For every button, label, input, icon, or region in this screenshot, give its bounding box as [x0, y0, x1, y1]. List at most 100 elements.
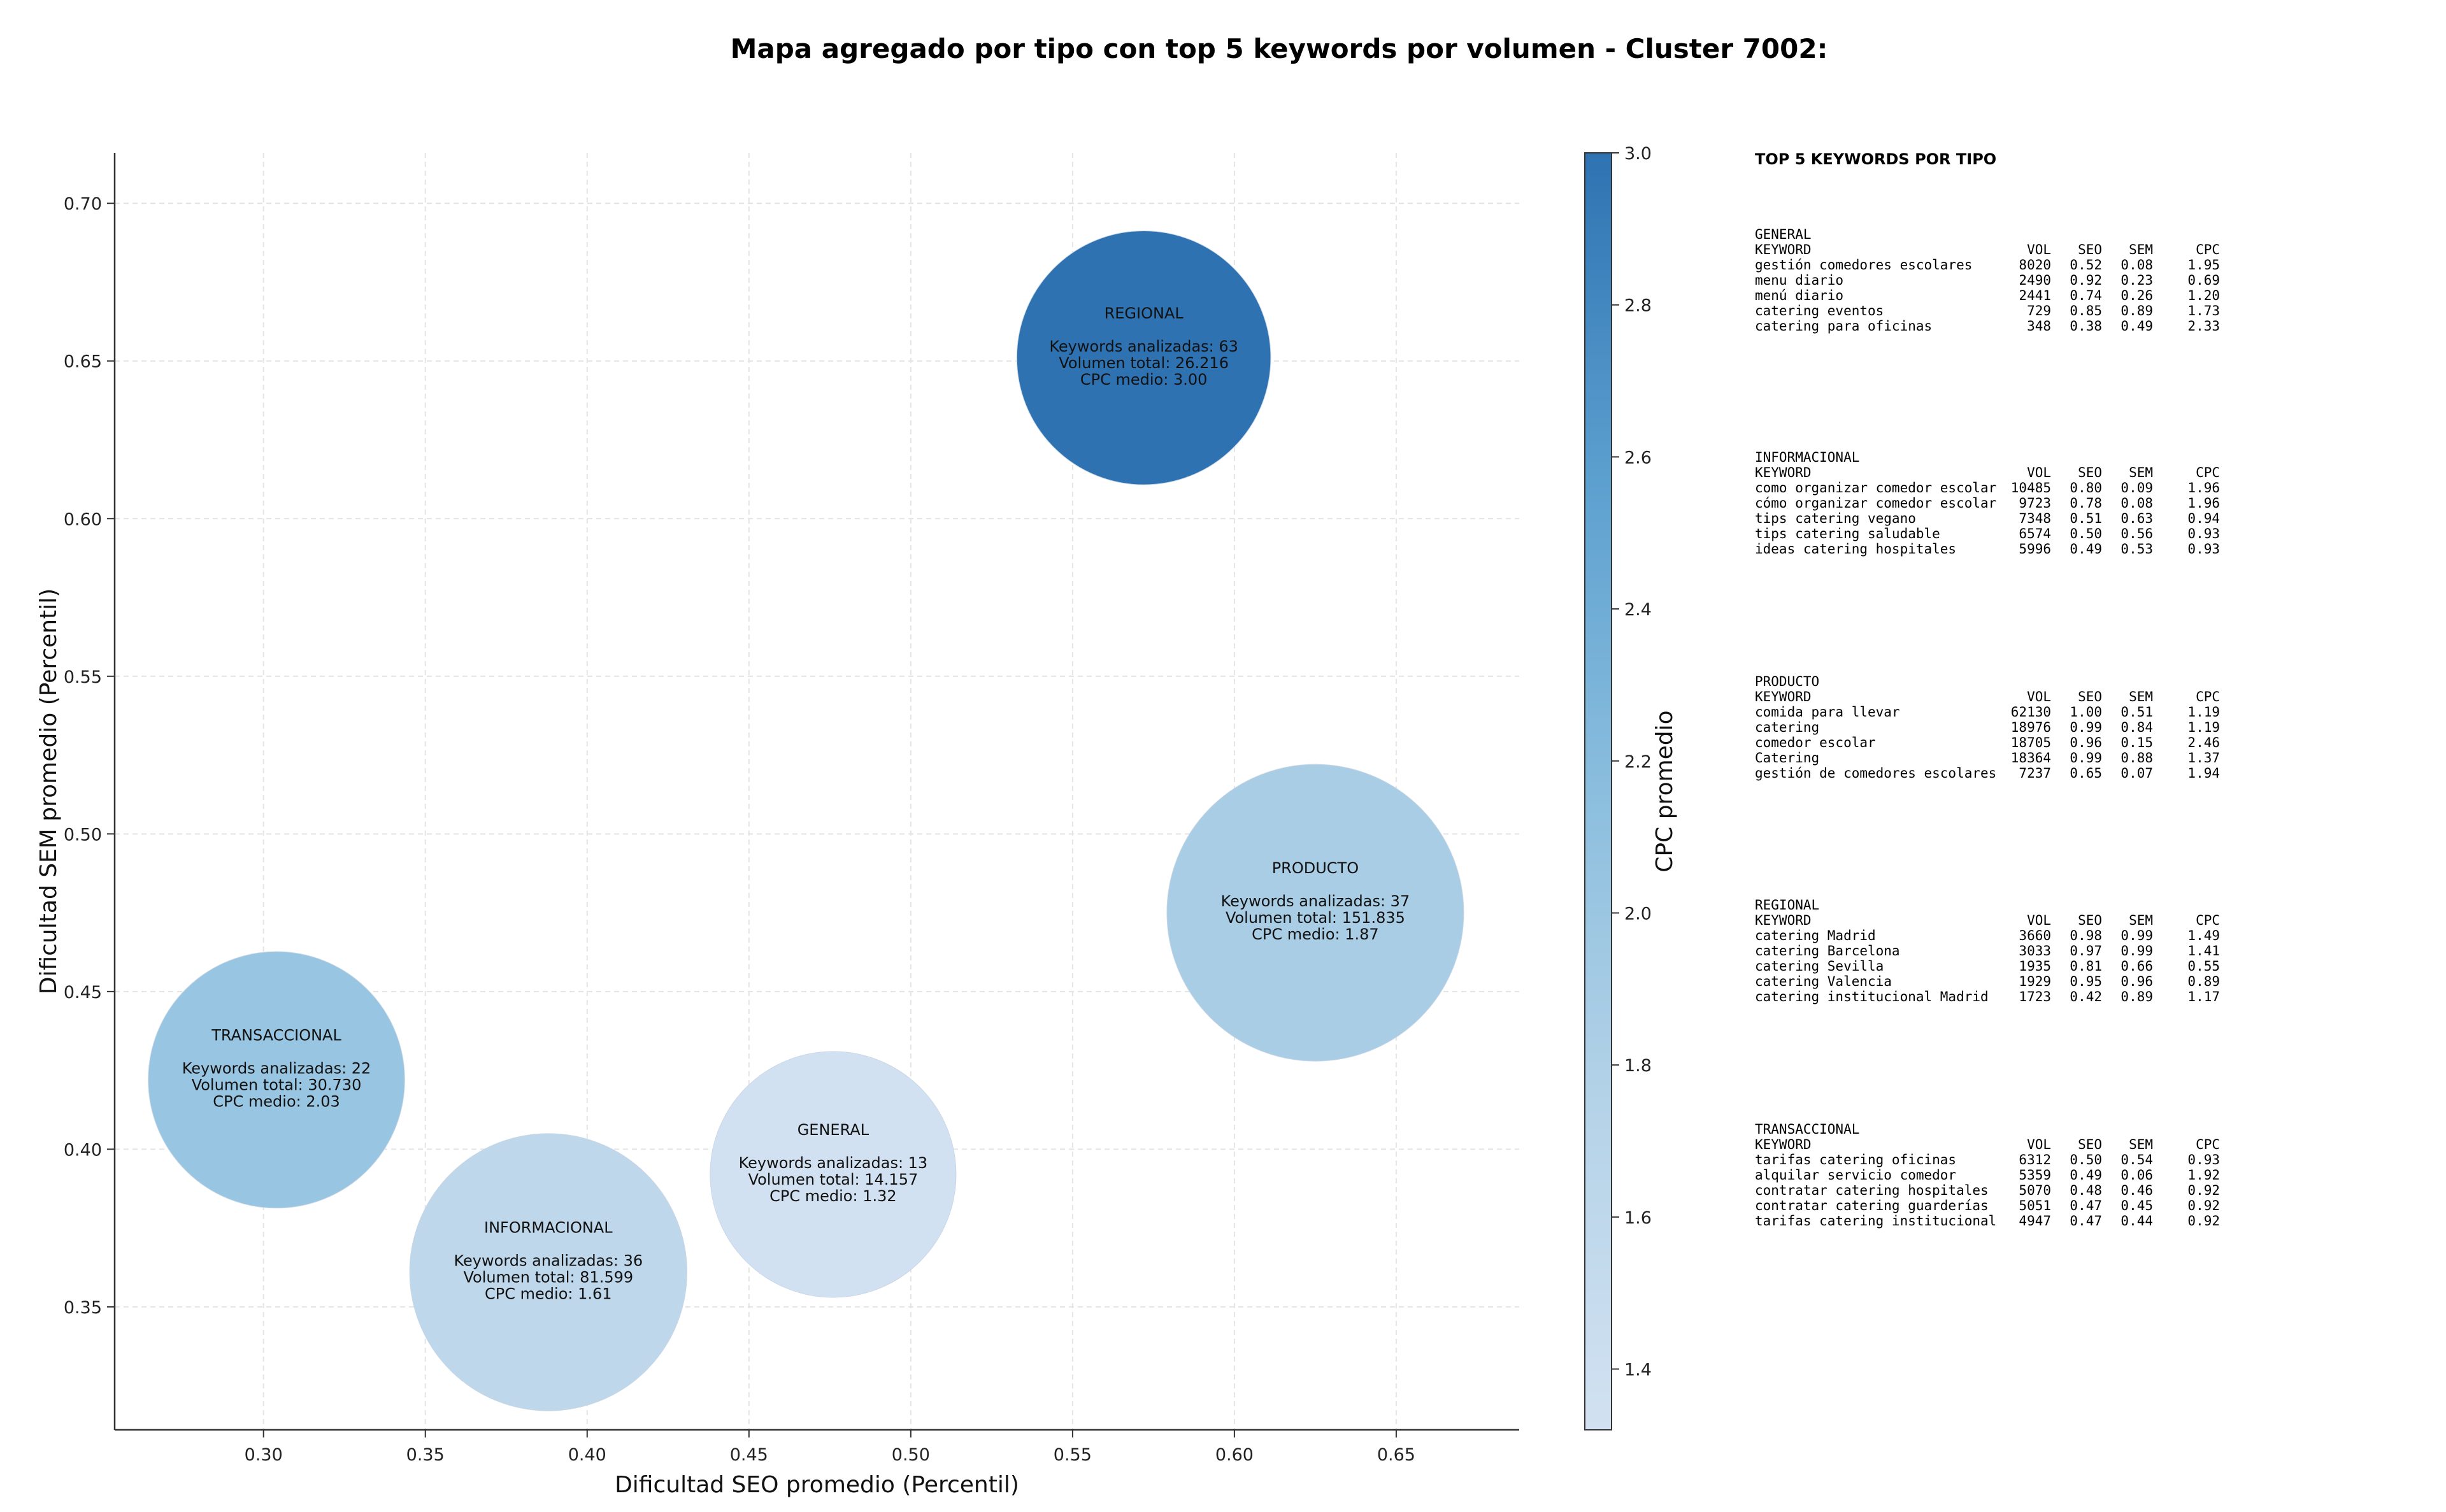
- bubble-informacional: INFORMACIONAL Keywords analizadas: 36Volu…: [409, 1133, 687, 1411]
- table-cell: alquilar servicio comedor: [1755, 1167, 1957, 1183]
- column-header: CPC: [2196, 689, 2220, 704]
- table-cell: gestión comedores escolares: [1755, 257, 1973, 273]
- table-cell: 18705: [2010, 735, 2051, 750]
- y-tick-label: 0.35: [64, 1298, 102, 1318]
- table-cell: 1.73: [2187, 303, 2220, 318]
- table-cell: 1.96: [2187, 496, 2220, 511]
- bubble-label: Keywords analizadas: 22: [182, 1059, 371, 1077]
- table-cell: 1.92: [2187, 1167, 2220, 1183]
- bubble-circle: [1016, 230, 1271, 485]
- keyword-block-general: GENERAL KEYWORD VOL SEO SEM CPC gestión comedo…: [1755, 227, 2220, 334]
- colorbar-tick-label: 1.8: [1624, 1056, 1652, 1076]
- table-cell: 0.78: [2070, 496, 2102, 511]
- table-cell: 1.20: [2187, 288, 2220, 303]
- column-header: SEM: [2129, 1137, 2153, 1152]
- table-cell: 0.26: [2121, 288, 2153, 303]
- table-cell: 0.92: [2187, 1213, 2220, 1229]
- bubble-label: PRODUCTO: [1272, 859, 1359, 877]
- table-row: catering eventos 729 0.85 0.89 1.73: [1755, 303, 2220, 318]
- bubble-circle: [710, 1051, 957, 1298]
- table-cell: 0.15: [2121, 735, 2153, 750]
- table-cell: 1929: [2019, 974, 2051, 989]
- table-row: catering para oficinas 348 0.38 0.49 2.33: [1755, 318, 2220, 334]
- table-header-row: KEYWORD VOL SEO SEM CPC: [1755, 689, 2220, 704]
- table-cell: 6574: [2019, 526, 2051, 541]
- bubble-label: Keywords analizadas: 13: [739, 1154, 928, 1172]
- table-row: contratar catering hospitales 5070 0.48 0.4…: [1755, 1183, 2220, 1198]
- table-cell: catering Madrid: [1755, 928, 1876, 943]
- bubble-circle: [1166, 764, 1464, 1062]
- table-cell: contratar catering guarderías: [1755, 1198, 1989, 1213]
- table-cell: 6312: [2019, 1152, 2051, 1167]
- table-cell: 1.19: [2187, 704, 2220, 720]
- x-axis-label: Dificultad SEO promedio (Percentil): [615, 1472, 1019, 1498]
- table-cell: 0.81: [2070, 959, 2102, 974]
- table-cell: 0.49: [2121, 318, 2153, 334]
- table-cell: 10485: [2010, 480, 2051, 496]
- table-cell: 0.48: [2070, 1183, 2102, 1198]
- table-cell: catering para oficinas: [1755, 318, 1933, 334]
- keyword-table: KEYWORD VOL SEO SEM CPC catering Madrid 3660 0.…: [1755, 913, 2220, 1004]
- table-cell: 0.92: [2070, 273, 2102, 288]
- x-tick-label: 0.40: [568, 1445, 606, 1465]
- table-cell: 0.54: [2121, 1152, 2153, 1167]
- table-cell: 0.65: [2070, 766, 2102, 781]
- table-cell: tips catering vegano: [1755, 511, 1916, 526]
- table-row: comida para llevar 62130 1.00 0.51 1.19: [1755, 704, 2220, 720]
- table-cell: cómo organizar comedor escolar: [1755, 496, 1997, 511]
- table-cell: 2441: [2019, 288, 2051, 303]
- table-row: gestión comedores escolares 8020 0.52 0.08 1…: [1755, 257, 2220, 273]
- column-header: CPC: [2196, 913, 2220, 928]
- bubble-label: GENERAL: [797, 1121, 869, 1139]
- table-cell: 0.99: [2070, 720, 2102, 735]
- table-cell: contratar catering hospitales: [1755, 1183, 1989, 1198]
- table-header-row: KEYWORD VOL SEO SEM CPC: [1755, 1137, 2220, 1152]
- bubble-label: Volumen total: 26.216: [1059, 354, 1229, 372]
- table-cell: 0.63: [2121, 511, 2153, 526]
- column-header: VOL: [2027, 1137, 2051, 1152]
- table-cell: 5359: [2019, 1167, 2051, 1183]
- table-cell: 0.45: [2121, 1198, 2153, 1213]
- table-cell: 0.74: [2070, 288, 2102, 303]
- bubble-circle: [148, 951, 405, 1209]
- table-row: catering Madrid 3660 0.98 0.99 1.49: [1755, 928, 2220, 943]
- table-row: tarifas catering oficinas 6312 0.50 0.54 0.9…: [1755, 1152, 2220, 1167]
- table-cell: 0.99: [2121, 928, 2153, 943]
- colorbar-label: CPC promedio: [1652, 710, 1678, 872]
- table-cell: 0.47: [2070, 1213, 2102, 1229]
- table-cell: 0.95: [2070, 974, 2102, 989]
- column-header: SEO: [2078, 913, 2102, 928]
- bubble-label: REGIONAL: [1105, 304, 1184, 322]
- table-cell: 62130: [2010, 704, 2051, 720]
- table-cell: comedor escolar: [1755, 735, 1876, 750]
- table-cell: 0.89: [2121, 303, 2153, 318]
- table-cell: catering Barcelona: [1755, 943, 1900, 959]
- table-cell: catering eventos: [1755, 303, 1884, 318]
- keyword-block-regional: REGIONAL KEYWORD VOL SEO SEM CPC catering Madr…: [1755, 897, 2220, 1004]
- table-row: catering institucional Madrid 1723 0.42 0.8…: [1755, 989, 2220, 1004]
- bubble-label: Volumen total: 30.730: [192, 1076, 362, 1094]
- keyword-table: KEYWORD VOL SEO SEM CPC comida para llevar 621…: [1755, 689, 2220, 781]
- colorbar-gradient: [1584, 152, 1612, 1430]
- bubble-circle: [409, 1133, 687, 1411]
- table-cell: 0.47: [2070, 1198, 2102, 1213]
- table-cell: 0.94: [2187, 511, 2220, 526]
- bubble-label: Volumen total: 151.835: [1226, 909, 1405, 927]
- table-cell: 0.38: [2070, 318, 2102, 334]
- column-header: VOL: [2027, 913, 2051, 928]
- table-cell: catering institucional Madrid: [1755, 989, 1989, 1004]
- y-axis-label: Dificultad SEM promedio (Percentil): [36, 588, 62, 995]
- table-cell: 0.49: [2070, 1167, 2102, 1183]
- column-header: SEM: [2129, 913, 2153, 928]
- column-header: SEM: [2129, 465, 2153, 480]
- table-cell: 0.80: [2070, 480, 2102, 496]
- table-cell: 4947: [2019, 1213, 2051, 1229]
- table-cell: tarifas catering oficinas: [1755, 1152, 1957, 1167]
- table-cell: 0.89: [2187, 974, 2220, 989]
- table-cell: 1.00: [2070, 704, 2102, 720]
- keyword-table: KEYWORD VOL SEO SEM CPC gestión comedores esc…: [1755, 242, 2220, 334]
- column-header: VOL: [2027, 689, 2051, 704]
- table-row: tarifas catering institucional 4947 0.47 0.…: [1755, 1213, 2220, 1229]
